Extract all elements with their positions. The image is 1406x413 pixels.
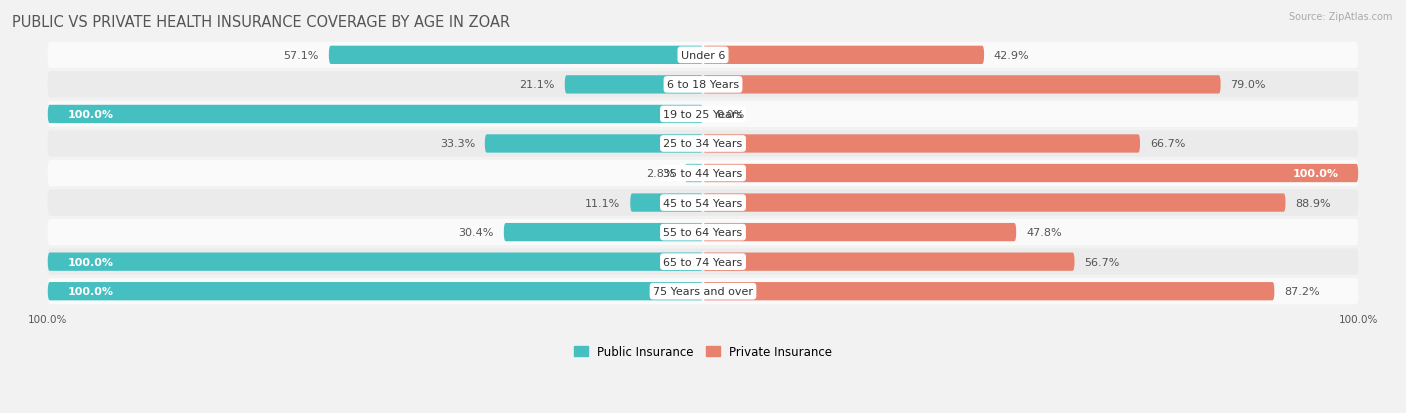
Text: 6 to 18 Years: 6 to 18 Years [666,80,740,90]
FancyBboxPatch shape [48,253,703,271]
Text: 87.2%: 87.2% [1284,287,1320,297]
FancyBboxPatch shape [703,223,1017,242]
Text: 21.1%: 21.1% [520,80,555,90]
Text: 55 to 64 Years: 55 to 64 Years [664,228,742,237]
FancyBboxPatch shape [703,253,1074,271]
Text: 45 to 54 Years: 45 to 54 Years [664,198,742,208]
FancyBboxPatch shape [703,76,1220,94]
FancyBboxPatch shape [685,164,703,183]
Text: 33.3%: 33.3% [440,139,475,149]
Text: Source: ZipAtlas.com: Source: ZipAtlas.com [1288,12,1392,22]
Text: 35 to 44 Years: 35 to 44 Years [664,169,742,178]
FancyBboxPatch shape [48,282,703,301]
Text: 57.1%: 57.1% [284,51,319,61]
Text: 100.0%: 100.0% [67,110,114,120]
FancyBboxPatch shape [485,135,703,153]
FancyBboxPatch shape [48,131,1358,157]
FancyBboxPatch shape [703,282,1274,301]
Text: 100.0%: 100.0% [67,257,114,267]
Text: 65 to 74 Years: 65 to 74 Years [664,257,742,267]
FancyBboxPatch shape [48,102,1358,128]
Text: 42.9%: 42.9% [994,51,1029,61]
FancyBboxPatch shape [48,190,1358,216]
Text: 25 to 34 Years: 25 to 34 Years [664,139,742,149]
Text: 100.0%: 100.0% [67,287,114,297]
Text: 100.0%: 100.0% [1292,169,1339,178]
FancyBboxPatch shape [329,47,703,65]
Text: 88.9%: 88.9% [1295,198,1331,208]
FancyBboxPatch shape [703,194,1285,212]
FancyBboxPatch shape [48,43,1358,69]
FancyBboxPatch shape [503,223,703,242]
FancyBboxPatch shape [48,249,1358,275]
Text: 56.7%: 56.7% [1084,257,1119,267]
FancyBboxPatch shape [630,194,703,212]
Text: PUBLIC VS PRIVATE HEALTH INSURANCE COVERAGE BY AGE IN ZOAR: PUBLIC VS PRIVATE HEALTH INSURANCE COVER… [13,15,510,30]
Text: 75 Years and over: 75 Years and over [652,287,754,297]
Text: 30.4%: 30.4% [458,228,494,237]
FancyBboxPatch shape [703,135,1140,153]
FancyBboxPatch shape [48,72,1358,98]
Text: Under 6: Under 6 [681,51,725,61]
Text: 19 to 25 Years: 19 to 25 Years [664,110,742,120]
Legend: Public Insurance, Private Insurance: Public Insurance, Private Insurance [569,341,837,363]
FancyBboxPatch shape [703,47,984,65]
FancyBboxPatch shape [703,164,1358,183]
Text: 2.8%: 2.8% [647,169,675,178]
Text: 79.0%: 79.0% [1230,80,1265,90]
FancyBboxPatch shape [565,76,703,94]
Text: 66.7%: 66.7% [1150,139,1185,149]
Text: 11.1%: 11.1% [585,198,620,208]
FancyBboxPatch shape [48,278,1358,305]
Text: 0.0%: 0.0% [716,110,744,120]
Text: 47.8%: 47.8% [1026,228,1062,237]
FancyBboxPatch shape [48,105,703,124]
FancyBboxPatch shape [48,161,1358,187]
FancyBboxPatch shape [48,219,1358,246]
